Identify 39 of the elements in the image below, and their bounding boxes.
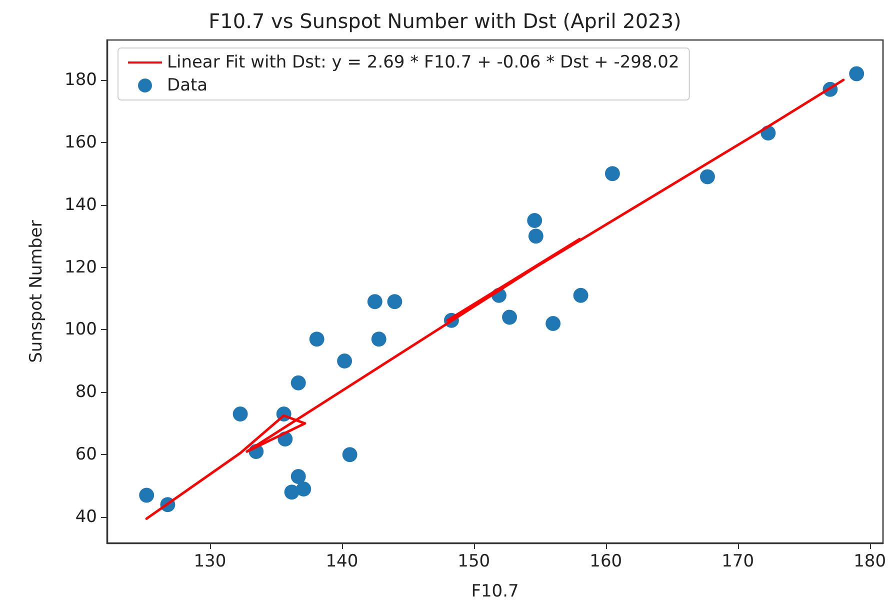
y-tick-label: 120	[64, 257, 97, 278]
x-tick-label: 140	[326, 552, 358, 572]
x-tick-label: 130	[194, 552, 226, 572]
point	[546, 316, 561, 331]
y-tick-label: 160	[64, 132, 97, 152]
point	[139, 488, 154, 503]
point	[337, 353, 352, 368]
point	[342, 447, 358, 462]
y-tick-label: 140	[64, 194, 97, 215]
point	[387, 294, 402, 310]
line-series	[145, 78, 845, 520]
point	[290, 469, 306, 484]
point	[296, 481, 312, 496]
y-tick-label: 60	[75, 444, 97, 465]
y-axis-title: Sunspot Number	[26, 220, 46, 363]
point	[232, 406, 248, 422]
point	[849, 66, 864, 82]
x-tick-label: 150	[458, 552, 490, 572]
point	[528, 228, 544, 244]
point	[371, 332, 386, 347]
point	[700, 169, 715, 184]
y-tick-label: 100	[64, 320, 97, 340]
point	[527, 212, 542, 228]
point	[309, 332, 324, 347]
y-tick-label: 80	[75, 382, 97, 402]
x-tick-label: 160	[590, 552, 622, 572]
x-axis-title: F10.7	[471, 582, 519, 602]
x-tick-label: 180	[854, 552, 886, 572]
y-tick-label: 40	[75, 507, 97, 528]
point	[367, 294, 382, 310]
point	[604, 166, 620, 182]
legend-label: Data	[167, 76, 208, 96]
point	[573, 288, 588, 303]
point	[502, 310, 518, 325]
legend-label: Linear Fit with Dst: y = 2.69 * F10.7 + -0.06 * Dst + -298.02	[167, 52, 680, 72]
y-tick-label: 180	[64, 70, 97, 90]
x-tick-label: 170	[722, 552, 754, 572]
chart-title: F10.7 vs Sunspot Number with Dst (April 2023)	[208, 9, 682, 33]
point	[290, 375, 306, 390]
